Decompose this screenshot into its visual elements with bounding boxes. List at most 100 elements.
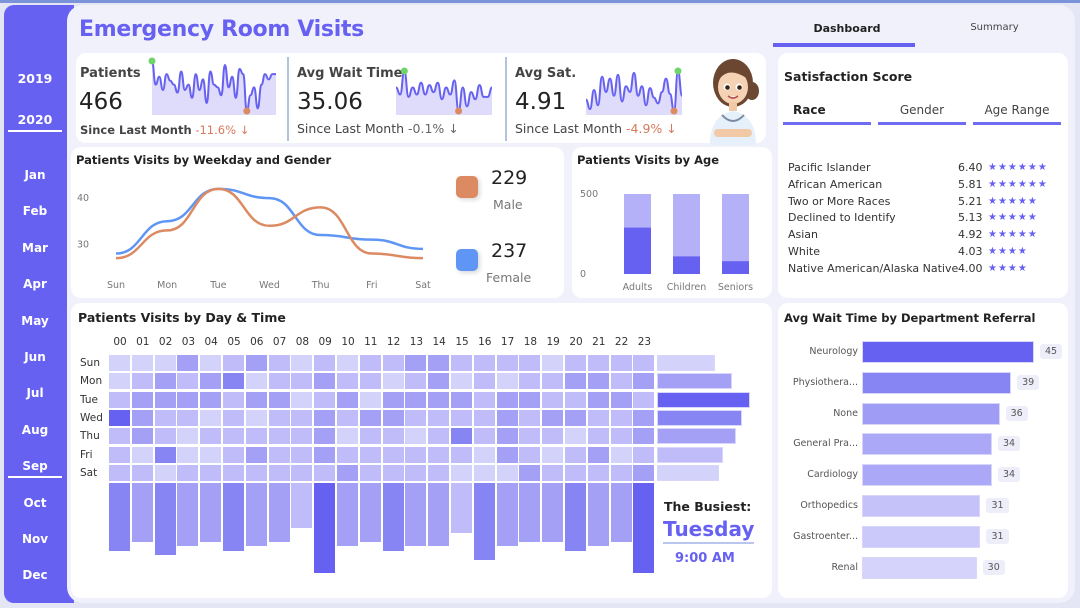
heatmap-cell[interactable]	[405, 409, 427, 426]
heatmap-cell[interactable]	[223, 373, 244, 390]
heatmap-cell[interactable]	[223, 446, 244, 463]
heatmap-cell[interactable]	[473, 391, 495, 408]
heatmap-cell[interactable]	[542, 409, 564, 426]
heatmap-cell[interactable]	[542, 464, 564, 481]
heatmap-cell[interactable]	[223, 464, 244, 481]
heatmap-cell[interactable]	[451, 409, 472, 426]
heatmap-cell[interactable]	[177, 428, 199, 445]
row-total-bar[interactable]	[657, 373, 733, 390]
department-bar[interactable]	[862, 341, 1034, 363]
heatmap-cell[interactable]	[359, 409, 381, 426]
heatmap-cell[interactable]	[245, 391, 267, 408]
sidebar-month-dec[interactable]: Dec	[22, 568, 48, 583]
heatmap-cell[interactable]	[359, 391, 381, 408]
heatmap-cell[interactable]	[610, 373, 632, 390]
heatmap-cell[interactable]	[223, 391, 244, 408]
heatmap-cell[interactable]	[200, 428, 222, 445]
heatmap-cell[interactable]	[291, 446, 313, 463]
heatmap-cell[interactable]	[542, 446, 564, 463]
heatmap-cell[interactable]	[610, 391, 632, 408]
sidebar-month-sep[interactable]: Sep	[4, 459, 66, 479]
heatmap-cell[interactable]	[519, 428, 541, 445]
heatmap-cell[interactable]	[587, 409, 609, 426]
heatmap-cell[interactable]	[519, 355, 541, 371]
satisfaction-tab-age-range[interactable]: Age Range	[973, 103, 1061, 125]
column-total-bar[interactable]	[177, 483, 199, 547]
sidebar-year-2020[interactable]: 2020	[4, 112, 66, 132]
column-total-bar[interactable]	[223, 483, 244, 551]
column-total-bar[interactable]	[405, 483, 427, 547]
heatmap-cell[interactable]	[268, 409, 290, 426]
satisfaction-tab-gender[interactable]: Gender	[878, 103, 966, 125]
heatmap-cell[interactable]	[496, 355, 518, 371]
heatmap-cell[interactable]	[154, 355, 176, 371]
heatmap-cell[interactable]	[610, 355, 632, 371]
heatmap-cell[interactable]	[245, 373, 267, 390]
heatmap-cell[interactable]	[109, 428, 130, 445]
heatmap-cell[interactable]	[359, 446, 381, 463]
department-bar[interactable]	[862, 525, 981, 548]
heatmap-cell[interactable]	[565, 373, 586, 390]
heatmap-cell[interactable]	[337, 428, 358, 445]
heatmap-cell[interactable]	[200, 446, 222, 463]
heatmap-cell[interactable]	[268, 355, 290, 371]
heatmap-cell[interactable]	[610, 446, 632, 463]
heatmap-cell[interactable]	[154, 373, 176, 390]
heatmap-cell[interactable]	[245, 428, 267, 445]
department-bar[interactable]	[862, 464, 992, 487]
heatmap-cell[interactable]	[496, 373, 518, 390]
heatmap-cell[interactable]	[154, 464, 176, 481]
heatmap-cell[interactable]	[633, 464, 655, 481]
heatmap-cell[interactable]	[565, 446, 586, 463]
heatmap-cell[interactable]	[337, 409, 358, 426]
heatmap-cell[interactable]	[314, 464, 336, 481]
sidebar-month-may[interactable]: May	[21, 313, 49, 328]
sidebar-month-feb[interactable]: Feb	[22, 204, 48, 219]
heatmap-cell[interactable]	[291, 373, 313, 390]
heatmap-cell[interactable]	[451, 446, 472, 463]
column-total-bar[interactable]	[496, 483, 518, 547]
column-total-bar[interactable]	[428, 483, 450, 547]
row-total-bar[interactable]	[657, 409, 743, 426]
department-bar[interactable]	[862, 495, 981, 517]
column-total-bar[interactable]	[519, 483, 541, 542]
column-total-bar[interactable]	[154, 483, 176, 556]
heatmap-cell[interactable]	[519, 373, 541, 390]
column-total-bar[interactable]	[473, 483, 495, 560]
heatmap-cell[interactable]	[428, 409, 450, 426]
heatmap-cell[interactable]	[473, 446, 495, 463]
heatmap-cell[interactable]	[337, 464, 358, 481]
heatmap-cell[interactable]	[131, 391, 153, 408]
heatmap-cell[interactable]	[337, 446, 358, 463]
sidebar-month-aug[interactable]: Aug	[21, 422, 49, 437]
heatmap-cell[interactable]	[451, 464, 472, 481]
heatmap-cell[interactable]	[405, 446, 427, 463]
column-total-bar[interactable]	[314, 483, 336, 574]
row-total-bar[interactable]	[657, 446, 723, 463]
heatmap-cell[interactable]	[633, 355, 655, 371]
heatmap-cell[interactable]	[428, 464, 450, 481]
heatmap-cell[interactable]	[587, 391, 609, 408]
heatmap-cell[interactable]	[131, 373, 153, 390]
column-total-bar[interactable]	[633, 483, 655, 574]
heatmap-cell[interactable]	[633, 409, 655, 426]
department-bar[interactable]	[862, 371, 1012, 394]
heatmap-cell[interactable]	[473, 355, 495, 371]
heatmap-cell[interactable]	[154, 428, 176, 445]
heatmap-cell[interactable]	[542, 428, 564, 445]
heatmap-cell[interactable]	[200, 464, 222, 481]
heatmap-cell[interactable]	[496, 391, 518, 408]
sidebar-month-apr[interactable]: Apr	[23, 277, 47, 292]
heatmap-cell[interactable]	[131, 355, 153, 371]
column-total-bar[interactable]	[382, 483, 404, 551]
heatmap-cell[interactable]	[428, 373, 450, 390]
sidebar-month-jul[interactable]: Jul	[26, 386, 44, 401]
heatmap-cell[interactable]	[405, 355, 427, 371]
department-bar[interactable]	[862, 433, 992, 456]
heatmap-cell[interactable]	[633, 373, 655, 390]
heatmap-cell[interactable]	[268, 391, 290, 408]
heatmap-cell[interactable]	[109, 373, 130, 390]
satisfaction-tab-race[interactable]: Race	[783, 103, 871, 125]
heatmap-cell[interactable]	[587, 464, 609, 481]
heatmap-cell[interactable]	[519, 391, 541, 408]
